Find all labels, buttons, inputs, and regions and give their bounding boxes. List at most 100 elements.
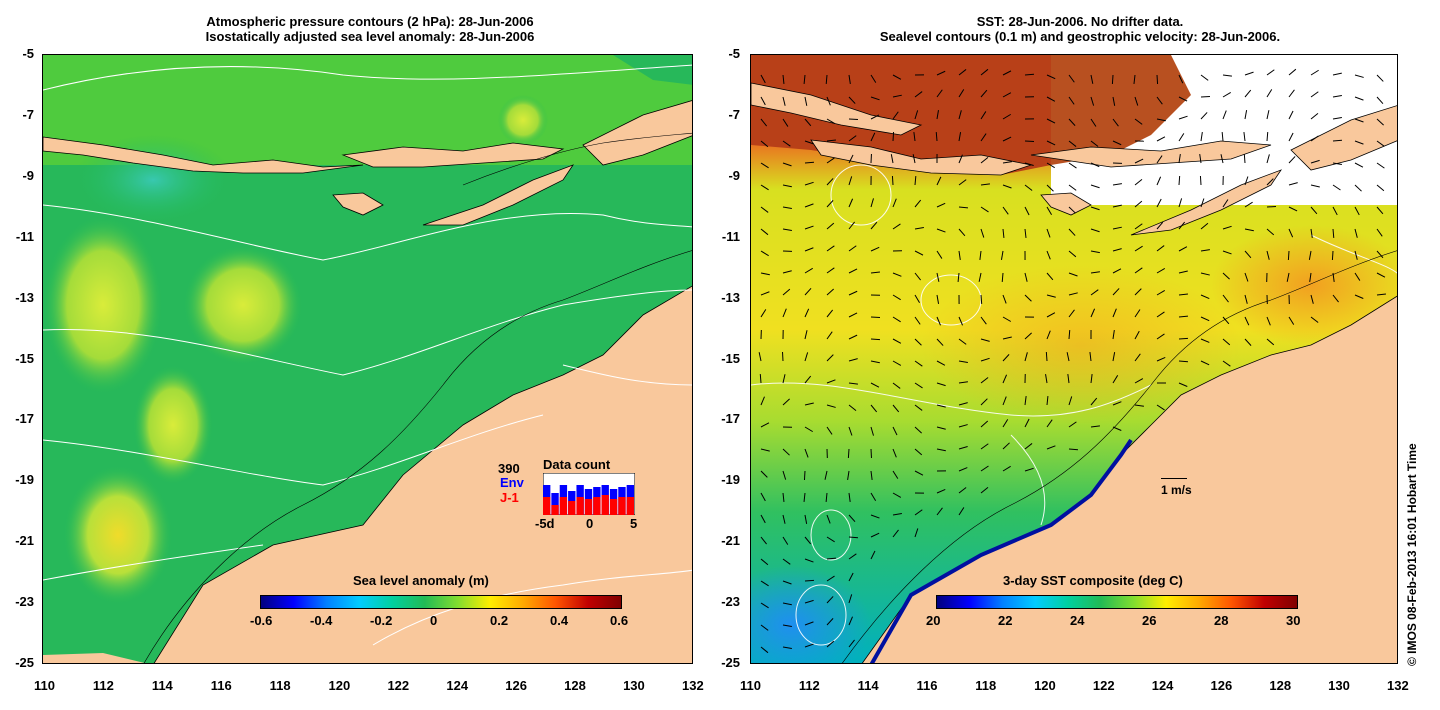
colorbar-tick: 24	[1070, 613, 1085, 628]
velocity-arrow	[803, 74, 806, 85]
colorbar-tick: -0.4	[310, 613, 333, 628]
velocity-arrow	[1024, 206, 1030, 216]
velocity-arrow	[1200, 316, 1210, 322]
left-map[interactable]: 390 Data count Env J-1 -5d 0 5 Sea level…	[42, 54, 693, 664]
velocity-arrow	[1376, 140, 1385, 147]
velocity-arrow	[1200, 198, 1205, 208]
velocity-arrow	[980, 377, 989, 384]
velocity-arrow	[782, 184, 792, 188]
velocity-arrow	[1000, 250, 1004, 260]
velocity-scale-label: 1 m/s	[1161, 483, 1192, 497]
velocity-arrow	[1266, 228, 1275, 236]
velocity-arrow	[958, 89, 965, 98]
velocity-arrow	[980, 486, 989, 494]
left-lon-tick: 128	[564, 678, 586, 693]
velocity-arrow	[1331, 250, 1334, 261]
right-lat-tick: -9	[728, 167, 740, 183]
velocity-arrow	[980, 338, 990, 342]
velocity-arrow	[804, 426, 813, 433]
velocity-arrow	[958, 154, 963, 164]
velocity-arrow	[804, 140, 814, 145]
velocity-arrow	[760, 250, 769, 257]
velocity-arrow	[1112, 426, 1122, 431]
right-lat-tick: -21	[721, 533, 740, 549]
velocity-arrow	[1156, 404, 1165, 411]
left-colorbar	[260, 595, 622, 609]
right-title-line2: Sealevel contours (0.1 m) and geostrophi…	[879, 29, 1281, 44]
velocity-arrow	[1310, 159, 1320, 164]
velocity-arrow	[913, 132, 916, 142]
velocity-arrow	[1310, 91, 1319, 98]
velocity-arrow	[914, 199, 922, 208]
velocity-arrow	[1090, 271, 1100, 274]
right-lon-tick: 112	[798, 678, 820, 693]
velocity-arrow	[1222, 294, 1229, 303]
velocity-arrow	[914, 294, 920, 304]
velocity-arrow	[782, 228, 792, 231]
left-lon-tick: 120	[328, 678, 351, 693]
velocity-arrow	[1199, 175, 1202, 186]
velocity-arrow	[1156, 176, 1162, 186]
right-map[interactable]: 1 m/s 3-day SST composite (deg C) 20 22 24…	[750, 54, 1398, 664]
velocity-arrow	[870, 382, 880, 388]
velocity-arrow	[1332, 72, 1342, 76]
velocity-arrow	[848, 572, 854, 582]
velocity-arrow	[914, 250, 924, 256]
histogram-j1-bar	[543, 497, 551, 515]
velocity-arrow	[1002, 136, 1012, 142]
left-lat-tick: -9	[22, 167, 34, 183]
velocity-arrow	[1199, 154, 1202, 164]
velocity-arrow	[1222, 272, 1230, 280]
velocity-arrow	[1200, 74, 1209, 81]
velocity-arrow	[1332, 272, 1335, 282]
velocity-arrow	[936, 89, 943, 98]
velocity-arrow	[1112, 96, 1116, 106]
velocity-arrow	[1200, 95, 1211, 98]
velocity-arrow	[1112, 288, 1120, 296]
velocity-arrow	[1002, 161, 1012, 164]
histogram-j1-bar	[551, 505, 559, 515]
velocity-arrow	[936, 404, 946, 408]
velocity-arrow	[848, 176, 853, 186]
velocity-arrow	[1332, 184, 1341, 191]
velocity-arrow	[1024, 294, 1032, 302]
colorbar-tick: 30	[1286, 613, 1301, 628]
velocity-arrow	[980, 206, 989, 213]
velocity-arrow	[1024, 272, 1028, 282]
velocity-arrow	[1002, 374, 1008, 384]
velocity-arrow	[958, 381, 968, 384]
velocity-arrow	[936, 316, 941, 326]
velocity-arrow	[804, 203, 814, 208]
velocity-arrow	[826, 618, 834, 626]
velocity-arrow	[804, 621, 814, 626]
velocity-arrow	[1178, 74, 1184, 84]
velocity-arrow	[980, 68, 989, 76]
velocity-arrow	[870, 74, 877, 83]
data-count-histogram	[543, 473, 635, 515]
right-lon-tick: 122	[1092, 678, 1115, 693]
velocity-arrow	[1156, 289, 1166, 296]
velocity-arrow	[870, 96, 880, 101]
velocity-arrow	[782, 602, 792, 606]
colorbar-tick: 26	[1142, 613, 1157, 628]
velocity-arrow	[1222, 316, 1230, 325]
right-lon-tick: 116	[916, 678, 938, 693]
velocity-arrow	[1046, 250, 1051, 260]
velocity-arrow	[760, 291, 770, 296]
velocity-arrow	[1332, 162, 1342, 166]
velocity-arrow	[1002, 70, 1012, 76]
left-lon-tick: 132	[682, 678, 704, 693]
velocity-arrow	[870, 271, 881, 274]
right-lat-tick: -7	[728, 106, 740, 122]
velocity-arrow	[958, 424, 968, 428]
colorbar-tick: -0.6	[250, 613, 273, 628]
velocity-arrow	[1376, 272, 1386, 278]
left-map-graphic	[43, 55, 692, 663]
velocity-arrow	[1376, 206, 1384, 215]
velocity-arrow	[892, 470, 899, 479]
velocity-arrow	[1024, 228, 1027, 238]
velocity-arrow	[1134, 353, 1141, 362]
velocity-arrow	[782, 470, 787, 480]
velocity-arrow	[958, 206, 969, 209]
velocity-arrow	[1200, 338, 1210, 343]
